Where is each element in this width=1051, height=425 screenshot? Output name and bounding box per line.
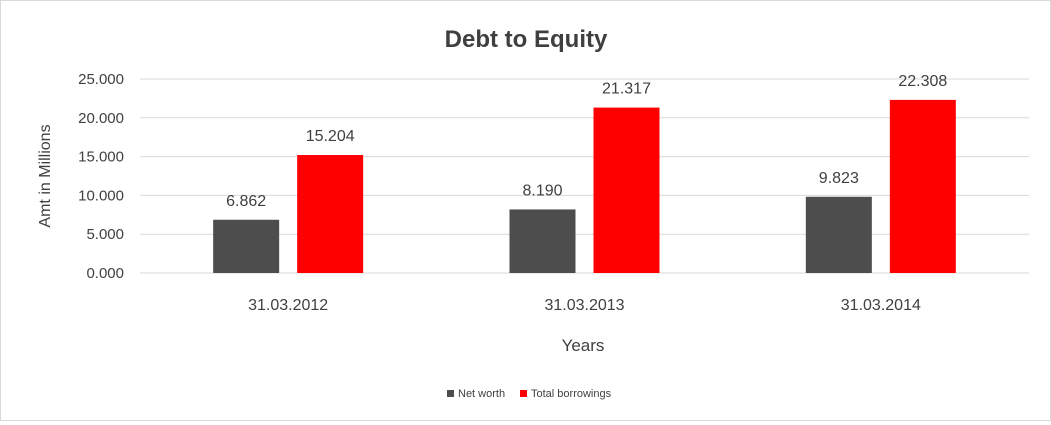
x-tick-label: 31.03.2012 xyxy=(248,297,328,314)
bars: 6.862 15.204 8.190 21.317 9.823 22.308 xyxy=(213,73,956,273)
data-label: 22.308 xyxy=(898,73,947,90)
gridlines xyxy=(140,78,1029,274)
data-label: 8.190 xyxy=(522,182,562,199)
legend: Net worth Total borrowings xyxy=(447,388,612,400)
x-axis-label: Years xyxy=(562,336,605,355)
x-tick-label: 31.03.2014 xyxy=(841,297,921,314)
y-tick-label: 0.000 xyxy=(86,265,124,282)
data-label: 21.317 xyxy=(602,81,651,98)
data-label: 15.204 xyxy=(306,128,355,145)
y-tick-labels: 0.000 5.000 10.000 15.000 20.000 25.000 xyxy=(78,71,124,282)
bar-total-borrowings xyxy=(593,107,660,273)
y-axis-label: Amt in Millions xyxy=(37,124,54,227)
data-label: 9.823 xyxy=(819,170,859,187)
bar-total-borrowings xyxy=(889,99,956,273)
chart-title: Debt to Equity xyxy=(445,26,608,53)
bar-net-worth xyxy=(509,209,576,273)
x-tick-labels: 31.03.2012 31.03.2013 31.03.2014 xyxy=(248,297,921,314)
y-tick-label: 25.000 xyxy=(78,71,124,88)
y-tick-label: 15.000 xyxy=(78,149,124,166)
y-tick-label: 10.000 xyxy=(78,187,124,204)
y-tick-label: 5.000 xyxy=(86,226,124,243)
bar-total-borrowings xyxy=(297,155,364,273)
x-tick-label: 31.03.2013 xyxy=(544,297,624,314)
data-label: 6.862 xyxy=(226,193,266,210)
legend-swatch xyxy=(520,390,527,397)
legend-swatch xyxy=(447,390,454,397)
legend-label: Net worth xyxy=(458,388,505,400)
y-tick-label: 20.000 xyxy=(78,110,124,127)
legend-label: Total borrowings xyxy=(531,388,612,400)
bar-net-worth xyxy=(805,196,872,273)
bar-net-worth xyxy=(213,219,280,273)
